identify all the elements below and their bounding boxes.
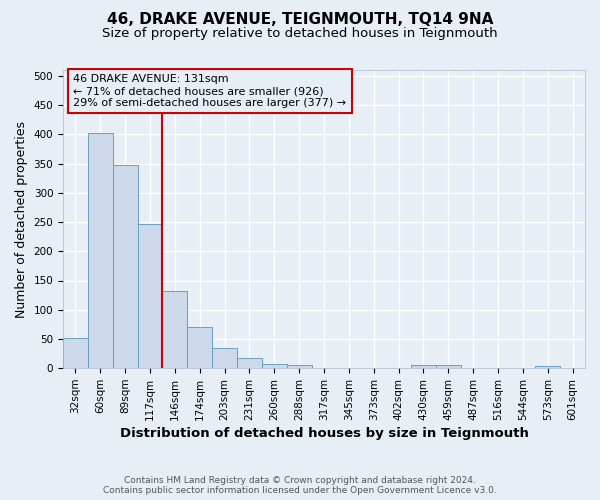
Bar	[436, 366, 461, 368]
Text: Contains HM Land Registry data © Crown copyright and database right 2024.
Contai: Contains HM Land Registry data © Crown c…	[103, 476, 497, 495]
Bar	[88, 132, 113, 368]
Bar	[163, 291, 187, 368]
Bar	[535, 366, 560, 368]
Bar	[113, 166, 137, 368]
Bar	[187, 326, 212, 368]
Bar	[411, 366, 436, 368]
Text: 46 DRAKE AVENUE: 131sqm
← 71% of detached houses are smaller (926)
29% of semi-d: 46 DRAKE AVENUE: 131sqm ← 71% of detache…	[73, 74, 347, 108]
Text: Size of property relative to detached houses in Teignmouth: Size of property relative to detached ho…	[102, 28, 498, 40]
X-axis label: Distribution of detached houses by size in Teignmouth: Distribution of detached houses by size …	[119, 427, 529, 440]
Text: 46, DRAKE AVENUE, TEIGNMOUTH, TQ14 9NA: 46, DRAKE AVENUE, TEIGNMOUTH, TQ14 9NA	[107, 12, 493, 28]
Y-axis label: Number of detached properties: Number of detached properties	[15, 120, 28, 318]
Bar	[287, 366, 311, 368]
Bar	[63, 338, 88, 368]
Bar	[237, 358, 262, 368]
Bar	[137, 224, 163, 368]
Bar	[262, 364, 287, 368]
Bar	[212, 348, 237, 368]
